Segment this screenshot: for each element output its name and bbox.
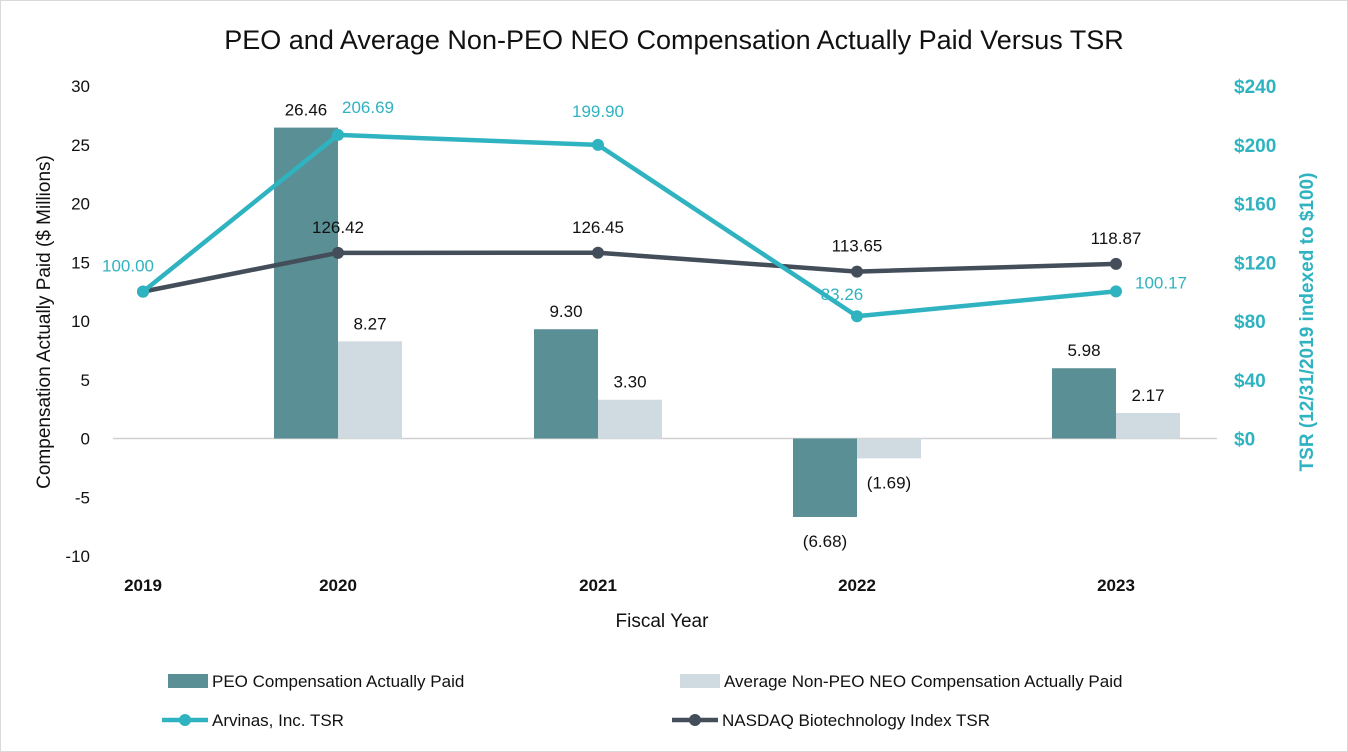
y-tick-label: 25	[71, 136, 90, 155]
bar-data-label: 9.30	[549, 302, 582, 321]
y2-tick-label: $240	[1234, 77, 1276, 98]
nasdaq-tsr-point	[332, 246, 344, 259]
bar-peo	[274, 127, 338, 439]
nasdaq-tsr-label: 118.87	[1091, 229, 1142, 248]
legend: PEO Compensation Actually Paid Average No…	[162, 672, 1122, 730]
y-tick-label: 5	[81, 371, 90, 390]
legend-swatch	[680, 674, 720, 688]
bar-peo	[534, 329, 598, 439]
nasdaq-tsr-point	[1110, 257, 1122, 270]
arvinas-tsr-label: 206.69	[342, 98, 394, 117]
y2-tick-label: $80	[1234, 312, 1266, 333]
y-tick-label: -5	[75, 488, 90, 507]
chart-title: PEO and Average Non-PEO NEO Compensation…	[224, 25, 1123, 55]
arvinas-tsr-point	[137, 285, 149, 298]
arvinas-tsr-point	[1110, 285, 1122, 298]
bar-data-label: 5.98	[1067, 341, 1100, 360]
nasdaq-tsr-label: 126.42	[312, 218, 364, 237]
legend-label: NASDAQ Biotechnology Index TSR	[722, 711, 990, 730]
y2-tick-label: $120	[1234, 253, 1276, 274]
y2-tick-label: $200	[1234, 136, 1276, 157]
arvinas-tsr-point	[592, 138, 604, 151]
y-axis-label: Compensation Actually Paid ($ Millions)	[34, 155, 55, 489]
x-tick-label: 2020	[319, 576, 357, 595]
arvinas-tsr-label: 199.90	[572, 102, 624, 121]
legend-label: Average Non-PEO NEO Compensation Actuall…	[724, 672, 1122, 691]
y2-tick-label: $160	[1234, 195, 1276, 216]
bar-data-label: 2.17	[1131, 386, 1164, 405]
bar-data-label: (1.69)	[867, 473, 911, 492]
arvinas-tsr-label: 100.17	[1135, 273, 1187, 292]
left-axis-ticks: 30 25 20 15 10 5 0 -5 -10	[65, 77, 90, 566]
lines-group	[137, 128, 1122, 323]
nasdaq-tsr-point	[851, 265, 863, 278]
y-tick-label: 0	[81, 430, 90, 449]
y-tick-label: 30	[71, 77, 90, 96]
x-tick-label: 2022	[838, 576, 876, 595]
x-axis-ticks: 2019 2020 2021 2022 2023	[124, 576, 1135, 595]
x-tick-label: 2023	[1097, 576, 1135, 595]
data-labels-group: 26.46 9.30 (6.68) 5.98 8.27 3.30 (1.69) 2.17 100…	[102, 98, 1187, 551]
y-tick-label: 10	[71, 312, 90, 331]
x-tick-label: 2019	[124, 576, 162, 595]
arvinas-tsr-point	[332, 128, 344, 141]
arvinas-tsr-label: 100.00	[102, 257, 154, 276]
legend-swatch	[168, 674, 208, 688]
bar-peo	[1052, 368, 1116, 439]
nasdaq-tsr-label: 126.45	[572, 218, 624, 237]
y2-tick-label: $0	[1234, 430, 1255, 451]
legend-label: PEO Compensation Actually Paid	[212, 672, 464, 691]
nasdaq-tsr-label: 113.65	[832, 237, 883, 256]
bar-non-peo	[598, 399, 662, 439]
nasdaq-tsr-point	[592, 246, 604, 259]
y2-axis-label: TSR (12/31/2019 indexed to $100)	[1297, 173, 1318, 472]
bar-data-label: 26.46	[285, 101, 328, 120]
bar-data-label: 8.27	[353, 314, 386, 333]
bar-data-label: (6.68)	[803, 532, 847, 551]
x-axis-label: Fiscal Year	[616, 611, 710, 632]
bar-peo	[793, 438, 857, 517]
legend-label: Arvinas, Inc. TSR	[212, 711, 344, 730]
arvinas-tsr-point	[851, 310, 863, 323]
y-tick-label: -10	[65, 547, 90, 566]
y-tick-label: 15	[71, 253, 90, 272]
bar-data-label: 3.30	[613, 373, 646, 392]
legend-marker	[179, 714, 191, 726]
y-tick-label: 20	[71, 195, 90, 214]
legend-marker	[689, 714, 701, 726]
bar-non-peo	[857, 438, 921, 459]
bars-group	[274, 127, 1180, 517]
arvinas-tsr-label: 83.26	[821, 285, 864, 304]
bar-non-peo	[338, 341, 402, 439]
x-tick-label: 2021	[579, 576, 617, 595]
y2-tick-label: $40	[1234, 371, 1266, 392]
bar-non-peo	[1116, 413, 1180, 439]
right-axis-ticks: $240 $200 $160 $120 $80 $40 $0	[1234, 77, 1276, 451]
